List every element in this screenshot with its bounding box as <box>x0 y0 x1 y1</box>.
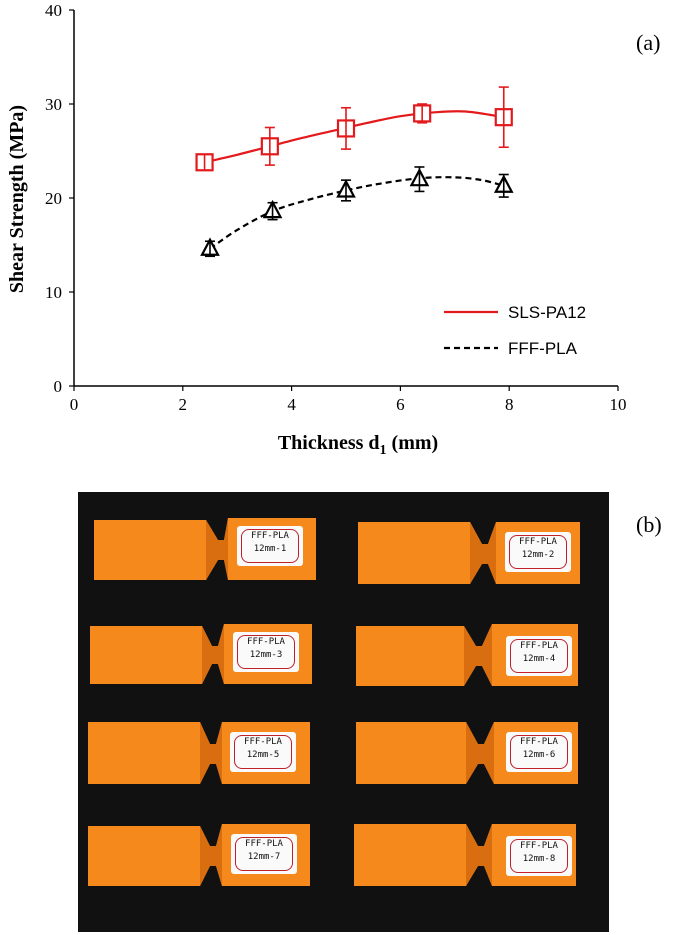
specimen-1: FFF-PLA 12mm-1 <box>94 516 316 582</box>
x-axis-title: Thickness d1 (mm) <box>278 432 438 458</box>
legend-label-sls-pa12: SLS-PA12 <box>508 303 586 322</box>
specimen-label-line2: 12mm-8 <box>522 854 556 864</box>
y-tick-label: 40 <box>45 1 62 20</box>
x-tick-label: 2 <box>179 395 188 414</box>
x-axis-title-main: Thickness d <box>278 432 380 454</box>
x-tick-label: 8 <box>505 395 514 414</box>
specimen-label: FFF-PLA 12mm-8 <box>506 836 572 876</box>
specimen-label: FFF-PLA 12mm-1 <box>237 526 303 566</box>
specimen-label-line1: FFF-PLA <box>520 841 558 851</box>
specimen-label: FFF-PLA 12mm-5 <box>230 732 296 772</box>
specimen-label-line2: 12mm-3 <box>249 650 283 660</box>
specimen-label-line2: 12mm-1 <box>253 544 287 554</box>
specimen-label-line1: FFF-PLA <box>520 737 558 747</box>
specimen-4: FFF-PLA 12mm-4 <box>356 622 578 688</box>
specimen-photo: FFF-PLA 12mm-1 FFF-PLA 12mm-2 FFF-PLA 12… <box>78 492 609 932</box>
specimen-label-line2: 12mm-5 <box>246 750 280 760</box>
specimen-label-line1: FFF-PLA <box>520 641 558 651</box>
x-axis-title-unit: (mm) <box>387 432 439 454</box>
y-tick-label: 30 <box>45 95 62 114</box>
panel-b-label: (b) <box>636 512 662 537</box>
specimen-label-line1: FFF-PLA <box>245 839 283 849</box>
specimen-label-line2: 12mm-4 <box>522 654 556 664</box>
legend-label-fff-pla: FFF-PLA <box>508 339 578 358</box>
specimen-6: FFF-PLA 12mm-6 <box>356 720 578 786</box>
specimen-label-line2: 12mm-6 <box>522 750 556 760</box>
y-axis-title: Shear Strength (MPa) <box>6 105 28 293</box>
specimen-label-line1: FFF-PLA <box>244 737 282 747</box>
x-tick-label: 4 <box>287 395 296 414</box>
panel-a-label: (a) <box>636 30 661 55</box>
specimen-label-line1: FFF-PLA <box>247 637 285 647</box>
specimen-5: FFF-PLA 12mm-5 <box>88 720 310 786</box>
chart-series <box>195 86 514 258</box>
chart-legend: SLS-PA12 FFF-PLA <box>444 303 586 358</box>
x-tick-label: 10 <box>610 395 627 414</box>
y-tick-label: 20 <box>45 189 62 208</box>
x-tick-label: 6 <box>396 395 405 414</box>
specimen-7: FFF-PLA 12mm-7 <box>88 822 310 888</box>
series-line-fff-pla <box>209 176 505 250</box>
specimen-label: FFF-PLA 12mm-4 <box>506 636 572 676</box>
x-tick-label: 0 <box>70 395 79 414</box>
specimen-label: FFF-PLA 12mm-7 <box>231 834 297 874</box>
x-axis-title-subscript: 1 <box>380 443 387 458</box>
y-tick-label: 0 <box>54 377 63 396</box>
shear-strength-chart: 0 2 4 6 8 10 0 10 20 30 40 SLS-PA12 FFF-PLA Shear S… <box>6 1 627 458</box>
specimen-label: FFF-PLA 12mm-3 <box>233 632 299 672</box>
specimen-label: FFF-PLA 12mm-6 <box>506 732 572 772</box>
specimen-label-line1: FFF-PLA <box>519 537 557 547</box>
specimen-label: FFF-PLA 12mm-2 <box>505 532 571 572</box>
specimen-label-line2: 12mm-2 <box>521 550 555 560</box>
chart-ticks: 0 2 4 6 8 10 0 10 20 30 40 <box>45 1 627 414</box>
specimen-3: FFF-PLA 12mm-3 <box>90 622 312 688</box>
specimen-8: FFF-PLA 12mm-8 <box>354 822 576 888</box>
specimen-label-line1: FFF-PLA <box>251 531 289 541</box>
y-tick-label: 10 <box>45 283 62 302</box>
specimen-label-line2: 12mm-7 <box>247 852 281 862</box>
specimen-2: FFF-PLA 12mm-2 <box>358 520 580 586</box>
